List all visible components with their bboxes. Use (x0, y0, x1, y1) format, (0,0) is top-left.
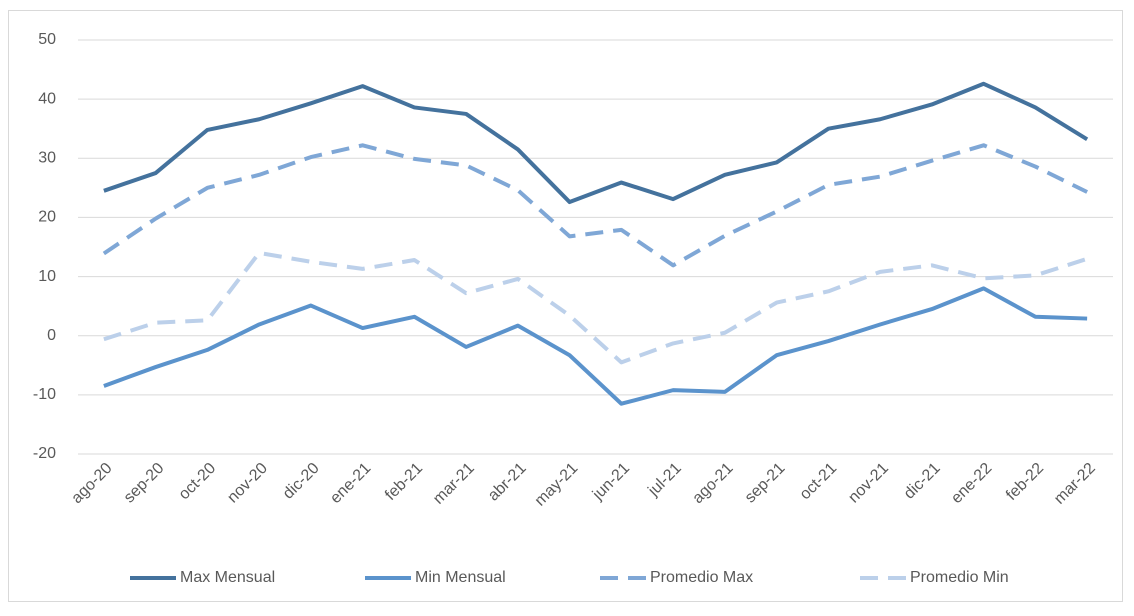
legend-label: Promedio Min (910, 569, 1009, 586)
legend-label: Max Mensual (180, 569, 275, 586)
y-tick-label: 50 (38, 31, 56, 48)
y-tick-label: -10 (33, 386, 56, 403)
y-tick-label: 30 (38, 150, 56, 167)
y-tick-label: 10 (38, 268, 56, 285)
series-line (103, 81, 1089, 205)
y-tick-label: 0 (47, 327, 56, 344)
legend-label: Promedio Max (650, 569, 753, 586)
legend-label: Min Mensual (415, 569, 506, 586)
series-line (103, 250, 1088, 365)
y-tick-label: 40 (38, 90, 56, 107)
series-line (102, 143, 1089, 268)
y-tick-label: -20 (33, 445, 56, 462)
y-tick-label: 20 (38, 209, 56, 226)
series-line (103, 286, 1088, 406)
